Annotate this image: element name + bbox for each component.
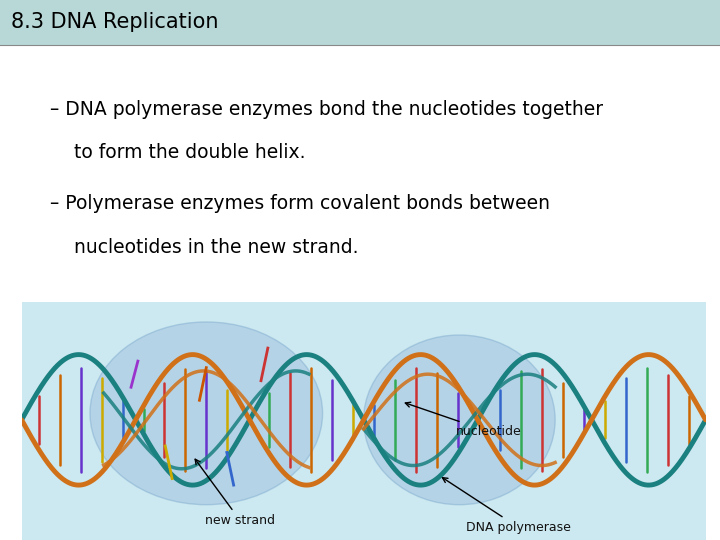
Ellipse shape [364, 335, 555, 505]
Ellipse shape [90, 322, 323, 505]
Text: – Polymerase enzymes form covalent bonds between: – Polymerase enzymes form covalent bonds… [50, 194, 550, 213]
Bar [0, 0, 720, 45]
Bar [22, 302, 706, 540]
Text: to form the double helix.: to form the double helix. [50, 143, 306, 162]
Text: new strand: new strand [195, 459, 276, 528]
Text: – DNA polymerase enzymes bond the nucleotides together: – DNA polymerase enzymes bond the nucleo… [50, 100, 603, 119]
Text: nucleotide: nucleotide [405, 402, 522, 438]
Text: 8.3 DNA Replication: 8.3 DNA Replication [11, 12, 218, 32]
Text: nucleotides in the new strand.: nucleotides in the new strand. [50, 238, 359, 256]
Text: DNA polymerase: DNA polymerase [443, 478, 571, 534]
